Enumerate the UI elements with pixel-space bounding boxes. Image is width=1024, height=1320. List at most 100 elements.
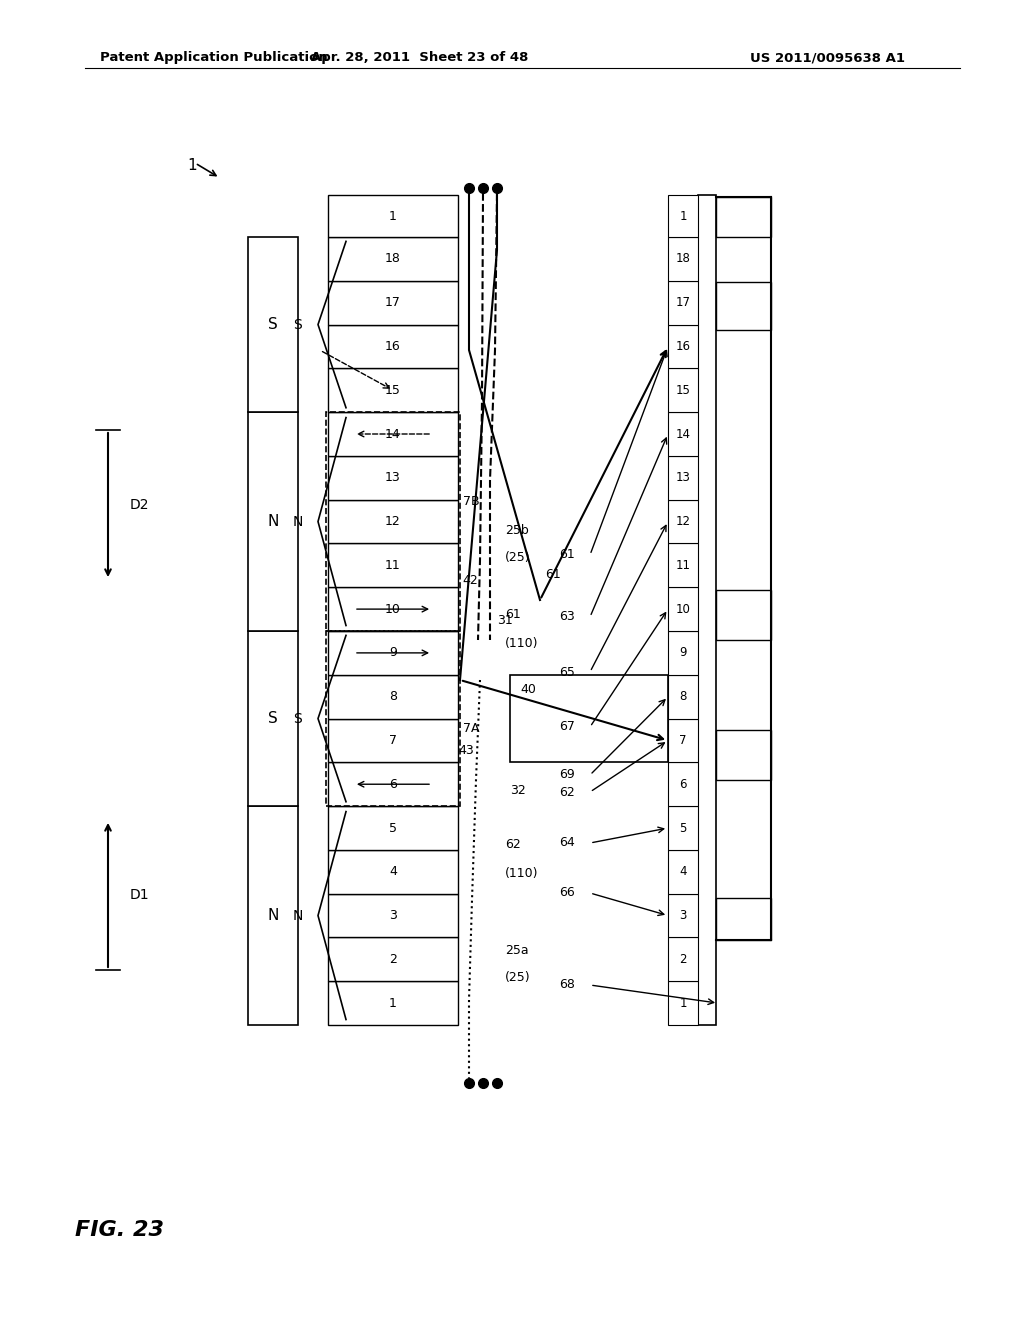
Text: 6: 6 — [389, 777, 397, 791]
Text: 3: 3 — [679, 909, 687, 923]
Bar — [668, 937, 698, 981]
Text: 7: 7 — [389, 734, 397, 747]
Text: 7B: 7B — [463, 495, 479, 508]
Bar — [248, 807, 298, 1026]
Text: 67: 67 — [559, 721, 575, 734]
Text: 61: 61 — [559, 549, 575, 561]
Text: 42: 42 — [462, 573, 478, 586]
Bar — [668, 587, 698, 631]
Bar — [328, 587, 458, 631]
Text: S: S — [294, 711, 302, 726]
Text: 8: 8 — [389, 690, 397, 704]
Text: 1: 1 — [389, 210, 397, 223]
Text: N: N — [267, 908, 279, 923]
Bar — [248, 631, 298, 807]
Text: 1: 1 — [187, 157, 197, 173]
Bar — [328, 631, 458, 675]
Text: 5: 5 — [679, 821, 687, 834]
Bar — [668, 195, 698, 238]
Text: 14: 14 — [385, 428, 400, 441]
Text: 7: 7 — [679, 734, 687, 747]
Text: N: N — [293, 908, 303, 923]
Bar — [328, 412, 458, 455]
Text: 31: 31 — [497, 614, 513, 627]
Text: 69: 69 — [559, 768, 575, 781]
Text: 68: 68 — [559, 978, 575, 991]
Bar — [716, 282, 771, 330]
Text: 10: 10 — [676, 603, 690, 615]
Bar — [668, 281, 698, 325]
Text: 7A: 7A — [463, 722, 479, 735]
Text: 16: 16 — [676, 341, 690, 352]
Text: (25): (25) — [505, 972, 530, 985]
Text: 12: 12 — [676, 515, 690, 528]
Bar — [716, 730, 771, 780]
Bar — [698, 195, 716, 1026]
Text: 17: 17 — [385, 296, 401, 309]
Text: 65: 65 — [559, 665, 575, 678]
Text: 25a: 25a — [505, 944, 528, 957]
Text: (110): (110) — [505, 636, 539, 649]
Text: 1: 1 — [389, 997, 397, 1010]
Bar — [328, 807, 458, 850]
Text: N: N — [267, 513, 279, 529]
Text: FIG. 23: FIG. 23 — [75, 1220, 164, 1239]
Text: 63: 63 — [559, 610, 575, 623]
Text: S: S — [294, 318, 302, 331]
Text: Patent Application Publication: Patent Application Publication — [100, 51, 328, 65]
Text: N: N — [293, 515, 303, 528]
Bar — [326, 412, 460, 631]
Text: 9: 9 — [679, 647, 687, 660]
Text: 1: 1 — [679, 210, 687, 223]
Text: 17: 17 — [676, 296, 690, 309]
Text: 2: 2 — [679, 953, 687, 966]
Text: 11: 11 — [676, 558, 690, 572]
Bar — [668, 894, 698, 937]
Bar — [328, 718, 458, 763]
Bar — [668, 631, 698, 675]
Bar — [248, 238, 298, 412]
Bar — [510, 675, 668, 763]
Text: 1: 1 — [679, 997, 687, 1010]
Bar — [328, 937, 458, 981]
Bar — [328, 325, 458, 368]
Bar — [668, 412, 698, 455]
Text: 18: 18 — [385, 252, 401, 265]
Bar — [328, 763, 458, 807]
Text: (25): (25) — [505, 552, 530, 565]
Bar — [716, 590, 771, 640]
Text: 11: 11 — [385, 558, 400, 572]
Text: 18: 18 — [676, 252, 690, 265]
Text: 61: 61 — [505, 609, 521, 622]
Bar — [328, 368, 458, 412]
Bar — [328, 500, 458, 544]
Text: 2: 2 — [389, 953, 397, 966]
Bar — [668, 500, 698, 544]
Bar — [328, 281, 458, 325]
Text: 62: 62 — [505, 838, 521, 851]
Text: 64: 64 — [559, 837, 575, 850]
Text: 13: 13 — [385, 471, 400, 484]
Bar — [668, 807, 698, 850]
Text: Apr. 28, 2011  Sheet 23 of 48: Apr. 28, 2011 Sheet 23 of 48 — [311, 51, 528, 65]
Bar — [326, 631, 460, 807]
Bar — [668, 544, 698, 587]
Bar — [328, 455, 458, 500]
Text: S: S — [268, 711, 278, 726]
Bar — [668, 718, 698, 763]
Bar — [668, 238, 698, 281]
Bar — [716, 197, 771, 238]
Bar — [328, 195, 458, 238]
Bar — [328, 544, 458, 587]
Text: 8: 8 — [679, 690, 687, 704]
Text: S: S — [268, 317, 278, 333]
Bar — [668, 455, 698, 500]
Text: 61: 61 — [545, 569, 561, 582]
Bar — [716, 898, 771, 940]
Bar — [328, 675, 458, 718]
Text: 5: 5 — [389, 821, 397, 834]
Text: 62: 62 — [559, 785, 575, 799]
Bar — [668, 368, 698, 412]
Bar — [248, 412, 298, 631]
Bar — [668, 981, 698, 1026]
